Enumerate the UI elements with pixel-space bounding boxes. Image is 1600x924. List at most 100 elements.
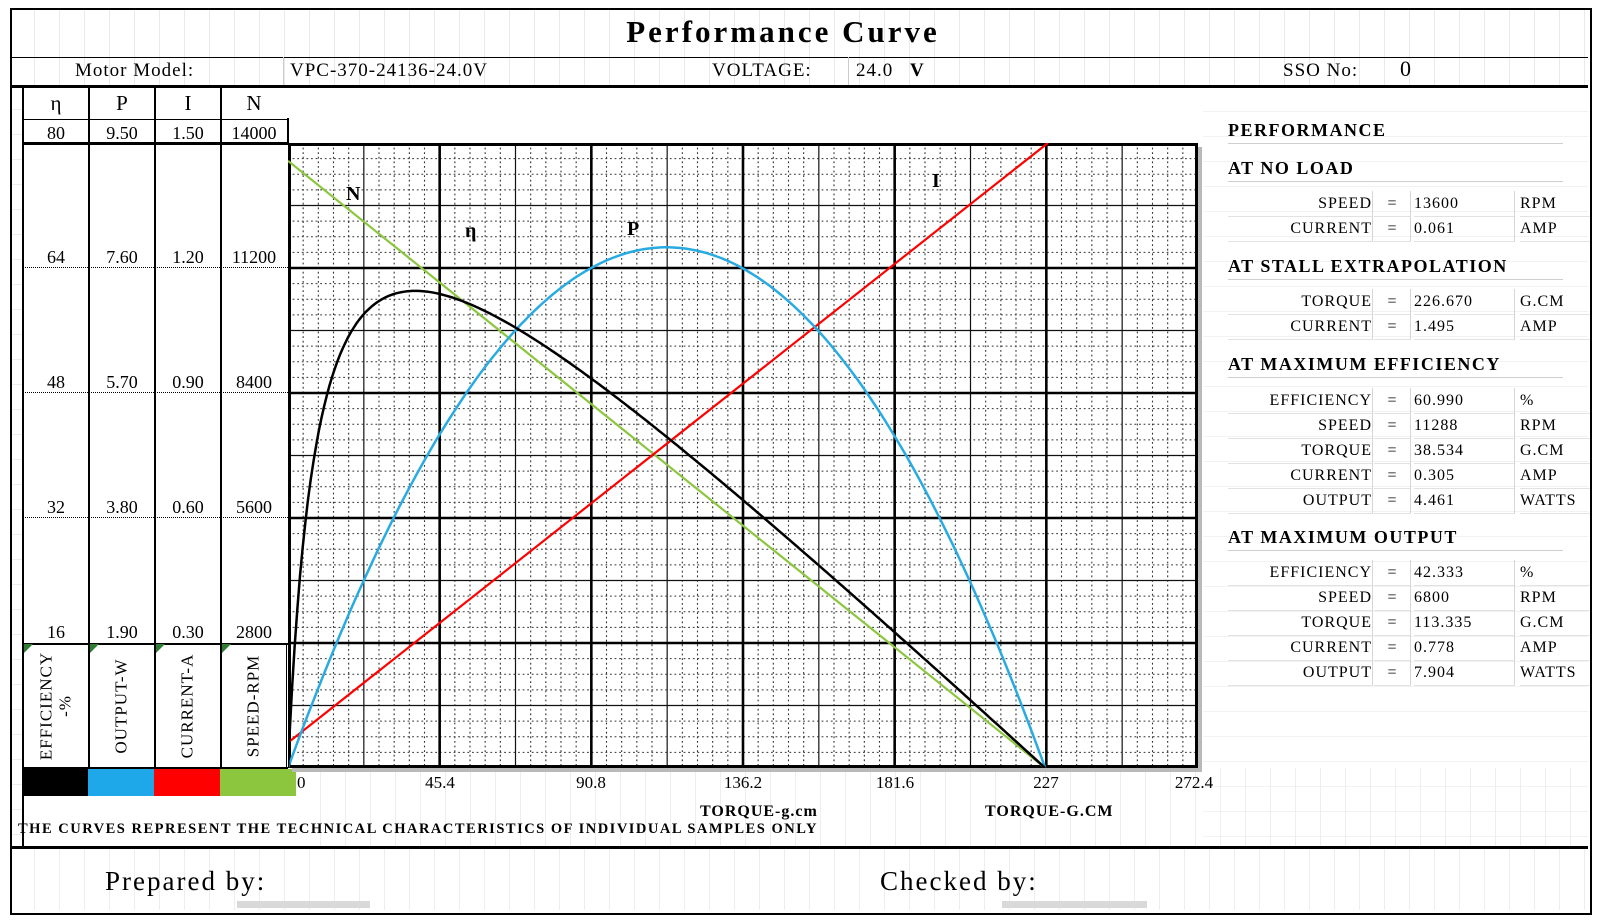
legend-swatch-efficiency — [22, 769, 88, 796]
row-value: 0.305 — [1414, 463, 1515, 489]
x-axis-label-lower: TORQUE-g.cm — [700, 803, 818, 820]
legend-swatch-speed — [220, 769, 296, 796]
table-row-divider — [22, 142, 288, 145]
perf-row: EFFICIENCY = 60.990% — [1228, 388, 1590, 414]
prepared-signature-line — [237, 901, 370, 908]
curve-label-speed: N — [346, 183, 361, 205]
row-label: SPEED — [1228, 191, 1373, 217]
axis-value: 16 — [47, 622, 65, 642]
section-title-max-output: AT MAXIMUM OUTPUT — [1228, 524, 1563, 551]
row-label: TORQUE — [1228, 289, 1373, 315]
performance-chart-svg — [286, 142, 1198, 769]
axis-value: 1.90 — [106, 622, 138, 642]
row-value: 4.461 — [1414, 488, 1515, 514]
row-label: CURRENT — [1228, 216, 1373, 242]
right-panel-grid — [1203, 87, 1588, 845]
axis-value: 2800 — [236, 622, 272, 642]
row-value: 42.333 — [1414, 560, 1515, 586]
x-tick-1: 45.4 — [425, 773, 455, 792]
efficiency-axis-label-2: -% — [55, 694, 74, 717]
row-unit: RPM — [1520, 413, 1590, 439]
axis-value: 1.20 — [172, 247, 204, 267]
axis-value: 5600 — [236, 497, 272, 517]
x-tick-4: 181.6 — [875, 773, 915, 792]
table-row-divider — [22, 643, 288, 645]
motor-model-label: Motor Model: — [75, 60, 195, 81]
equals-sign: = — [1374, 314, 1411, 340]
perf-row: OUTPUT = 7.904 WATTS — [1228, 660, 1590, 686]
axis-header-p: P — [116, 91, 128, 115]
voltage-label: VOLTAGE: — [712, 60, 812, 81]
perf-row: CURRENT = 1.495 AMP — [1228, 314, 1590, 340]
equals-sign: = — [1374, 585, 1411, 611]
perf-row: TORQUE = 113.335 G.CM — [1228, 610, 1590, 636]
axis-value: 11200 — [231, 247, 277, 267]
axis-value: 1.50 — [172, 123, 204, 143]
axis-value: 8400 — [236, 372, 272, 392]
row-unit: % — [1520, 560, 1590, 586]
curve-label-output: P — [627, 218, 640, 240]
equals-sign: = — [1374, 413, 1411, 439]
table-col-border — [88, 85, 90, 768]
row-value: 7.904 — [1414, 660, 1515, 686]
row-unit: WATTS — [1520, 488, 1590, 514]
plot-left-border-stub — [287, 118, 289, 143]
x-tick-5: 227 — [1033, 773, 1059, 792]
row-label: CURRENT — [1228, 635, 1373, 661]
page-title: Performance Curve — [626, 14, 940, 49]
row-unit: AMP — [1520, 216, 1590, 242]
curve-label-current: I — [932, 170, 940, 192]
table-col-border — [220, 85, 222, 768]
axis-value: 3.80 — [106, 497, 138, 517]
sso-label: SSO No: — [1283, 60, 1359, 81]
axis-value: 80 — [47, 123, 65, 143]
perf-row: SPEED = 11288 RPM — [1228, 413, 1590, 439]
axis-value: 0.60 — [172, 497, 204, 517]
legend-swatch-output — [88, 769, 154, 796]
sheet-border — [10, 8, 1592, 915]
speed-axis-label: SPEED-RPM — [243, 654, 263, 757]
row-value: 1.495 — [1414, 314, 1515, 340]
axis-value: 7.60 — [106, 247, 138, 267]
perf-row: TORQUE = 38.534 G.CM — [1228, 438, 1590, 464]
axis-value: 0.90 — [172, 372, 204, 392]
perf-row: EFFICIENCY = 42.333% — [1228, 560, 1590, 586]
current-axis-cell: CURRENT-A — [156, 644, 221, 767]
row-value: 60.990 — [1414, 388, 1515, 414]
disclaimer-text: THE CURVES REPRESENT THE TECHNICAL CHARA… — [18, 821, 819, 837]
title-divider — [10, 57, 1588, 58]
equals-sign: = — [1374, 289, 1411, 315]
row-label: EFFICIENCY — [1228, 388, 1373, 414]
row-label: SPEED — [1228, 585, 1373, 611]
equals-sign: = — [1374, 488, 1411, 514]
row-value: 38.534 — [1414, 438, 1515, 464]
table-row-divider — [22, 392, 288, 393]
corner-marker — [156, 644, 165, 653]
section-title-no-load: AT NO LOAD — [1228, 155, 1563, 182]
row-unit: G.CM — [1520, 610, 1590, 636]
perf-row: SPEED = 13600 RPM — [1228, 191, 1590, 217]
table-row-divider — [22, 267, 288, 268]
equals-sign: = — [1374, 660, 1411, 686]
row-label: TORQUE — [1228, 438, 1373, 464]
row-unit: % — [1520, 388, 1590, 414]
axis-value: 0.30 — [172, 622, 204, 642]
x-tick-3: 136.2 — [723, 773, 763, 792]
perf-row: OUTPUT = 4.461 WATTS — [1228, 488, 1590, 514]
row-value: 11288 — [1414, 413, 1515, 439]
footer-band-grid — [10, 848, 1588, 910]
row-unit: RPM — [1520, 585, 1590, 611]
table-bottom-divider — [22, 767, 288, 769]
equals-sign: = — [1374, 216, 1411, 242]
row-unit: AMP — [1520, 635, 1590, 661]
axis-value: 5.70 — [106, 372, 138, 392]
plot-area: N η P I — [286, 142, 1198, 769]
checked-signature-line — [1002, 901, 1147, 908]
row-label: OUTPUT — [1228, 660, 1373, 686]
cell-divider — [283, 57, 284, 85]
heavy-divider-top — [10, 85, 1588, 88]
prepared-by-label: Prepared by: — [105, 866, 267, 896]
curve-label-efficiency: η — [465, 220, 477, 242]
x-tick-6: 272.4 — [1174, 773, 1214, 792]
